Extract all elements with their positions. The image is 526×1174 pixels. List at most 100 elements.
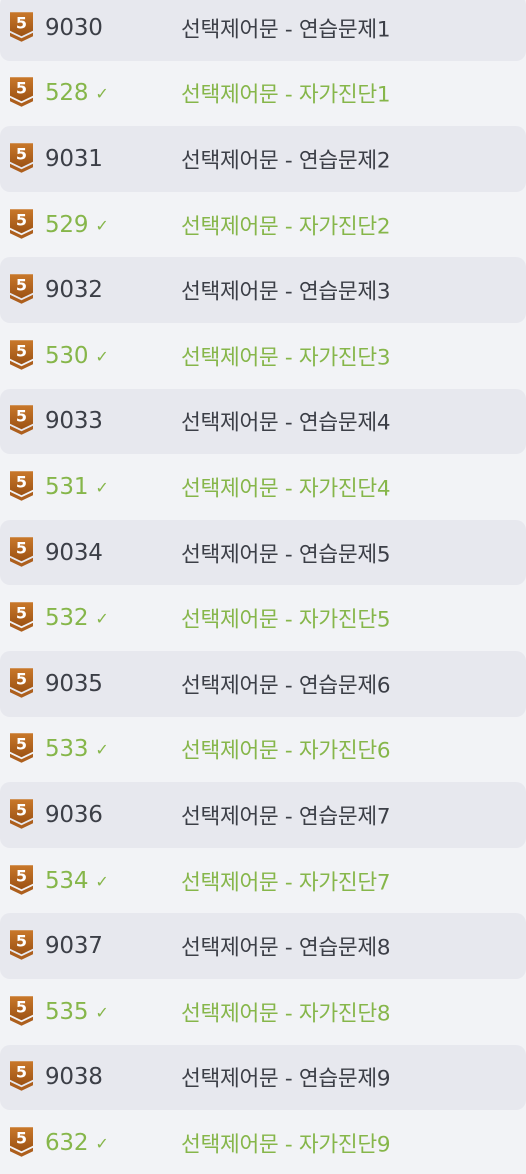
tier-badge-icon: 5 <box>8 535 35 567</box>
tier-badge-icon: 5 <box>8 76 35 108</box>
problem-row-9038[interactable]: 5 9038 선택제어문 - 연습문제9 <box>0 1044 526 1111</box>
svg-text:5: 5 <box>16 801 27 820</box>
problem-row-533[interactable]: 5 533 ✓ 선택제어문 - 자가진단6 <box>0 717 526 783</box>
tier-badge-icon: 5 <box>8 929 35 961</box>
problem-title[interactable]: 선택제어문 - 연습문제4 <box>181 410 391 436</box>
problem-row-528[interactable]: 5 528 ✓ 선택제어문 - 자가진단1 <box>0 61 526 127</box>
problem-number-text[interactable]: 9037 <box>45 933 103 960</box>
problem-title[interactable]: 선택제어문 - 자가진단3 <box>181 345 391 371</box>
svg-text:5: 5 <box>16 604 27 623</box>
svg-text:5: 5 <box>16 79 27 98</box>
problem-number[interactable]: 535 ✓ <box>45 999 109 1025</box>
problem-title[interactable]: 선택제어문 - 연습문제3 <box>181 279 391 305</box>
problem-number-text[interactable]: 534 <box>45 867 89 894</box>
problem-number[interactable]: 9033 <box>45 408 103 434</box>
problem-row-531[interactable]: 5 531 ✓ 선택제어문 - 자가진단4 <box>0 454 526 520</box>
tier-badge-icon: 5 <box>8 1126 35 1158</box>
problem-row-9035[interactable]: 5 9035 선택제어문 - 연습문제6 <box>0 650 526 717</box>
problem-row-529[interactable]: 5 529 ✓ 선택제어문 - 자가진단2 <box>0 192 526 258</box>
problem-title[interactable]: 선택제어문 - 연습문제2 <box>181 148 391 174</box>
problem-title[interactable]: 선택제어문 - 자가진단1 <box>181 82 391 108</box>
problem-number-text[interactable]: 529 <box>45 211 89 238</box>
problem-title[interactable]: 선택제어문 - 연습문제7 <box>181 804 391 830</box>
problem-number-text[interactable]: 533 <box>45 736 89 763</box>
problem-number-text[interactable]: 9031 <box>45 145 103 172</box>
problem-number[interactable]: 9032 <box>45 277 103 303</box>
tier-badge-icon: 5 <box>8 11 35 43</box>
problem-number[interactable]: 531 ✓ <box>45 474 109 500</box>
problem-number-text[interactable]: 528 <box>45 80 89 107</box>
tier-badge-icon: 5 <box>8 142 35 174</box>
problem-title[interactable]: 선택제어문 - 자가진단4 <box>181 476 391 502</box>
svg-text:5: 5 <box>16 1129 27 1148</box>
problem-row-632[interactable]: 5 632 ✓ 선택제어문 - 자가진단9 <box>0 1110 526 1174</box>
problem-number[interactable]: 632 ✓ <box>45 1130 109 1156</box>
problem-title[interactable]: 선택제어문 - 자가진단5 <box>181 607 391 633</box>
problem-row-9031[interactable]: 5 9031 선택제어문 - 연습문제2 <box>0 126 526 192</box>
problem-title[interactable]: 선택제어문 - 자가진단6 <box>181 738 391 764</box>
problem-title[interactable]: 선택제어문 - 연습문제6 <box>181 673 391 699</box>
svg-text:5: 5 <box>16 473 27 492</box>
svg-text:5: 5 <box>16 341 27 360</box>
problem-row-9030[interactable]: 5 9030 선택제어문 - 연습문제1 <box>0 0 526 61</box>
problem-number-text[interactable]: 9034 <box>45 539 103 566</box>
problem-row-9037[interactable]: 5 9037 선택제어문 - 연습문제8 <box>0 913 526 979</box>
problem-row-534[interactable]: 5 534 ✓ 선택제어문 - 자가진단7 <box>0 848 526 914</box>
problem-row-530[interactable]: 5 530 ✓ 선택제어문 - 자가진단3 <box>0 323 526 389</box>
problem-number-text[interactable]: 9035 <box>45 670 103 697</box>
problem-number[interactable]: 532 ✓ <box>45 605 109 631</box>
problem-number[interactable]: 9035 <box>45 671 103 697</box>
problem-number-text[interactable]: 535 <box>45 998 89 1025</box>
problem-title[interactable]: 선택제어문 - 연습문제1 <box>181 17 391 43</box>
problem-number[interactable]: 9036 <box>45 802 103 828</box>
problem-number[interactable]: 530 ✓ <box>45 343 109 369</box>
problem-title[interactable]: 선택제어문 - 연습문제8 <box>181 935 391 961</box>
tier-badge-icon: 5 <box>8 338 35 370</box>
problem-number-text[interactable]: 531 <box>45 473 89 500</box>
problem-row-9036[interactable]: 5 9036 선택제어문 - 연습문제7 <box>0 782 526 848</box>
problem-number[interactable]: 9037 <box>45 933 103 959</box>
problem-number-text[interactable]: 9038 <box>45 1064 103 1091</box>
problem-number[interactable]: 9034 <box>45 540 103 566</box>
problem-number-text[interactable]: 632 <box>45 1129 89 1156</box>
tier-badge-icon: 5 <box>8 470 35 502</box>
problem-row-9033[interactable]: 5 9033 선택제어문 - 연습문제4 <box>0 388 526 455</box>
svg-text:5: 5 <box>16 669 27 688</box>
problem-number[interactable]: 534 ✓ <box>45 868 109 894</box>
problem-number[interactable]: 529 ✓ <box>45 212 109 238</box>
problem-number-text[interactable]: 9036 <box>45 801 103 828</box>
solved-check-icon: ✓ <box>95 1133 109 1153</box>
problem-row-535[interactable]: 5 535 ✓ 선택제어문 - 자가진단8 <box>0 979 526 1045</box>
svg-text:5: 5 <box>16 735 27 754</box>
problem-number[interactable]: 533 ✓ <box>45 736 109 762</box>
problem-row-9034[interactable]: 5 9034 선택제어문 - 연습문제5 <box>0 519 526 586</box>
problem-number-text[interactable]: 9032 <box>45 277 103 304</box>
svg-text:5: 5 <box>16 1063 27 1082</box>
problem-number[interactable]: 9030 <box>45 15 103 41</box>
tier-badge-icon: 5 <box>8 1060 35 1092</box>
solved-check-icon: ✓ <box>95 740 109 760</box>
svg-text:5: 5 <box>16 866 27 885</box>
problem-title[interactable]: 선택제어문 - 자가진단2 <box>181 214 391 240</box>
problem-title[interactable]: 선택제어문 - 자가진단9 <box>181 1132 391 1158</box>
svg-text:5: 5 <box>16 538 27 557</box>
svg-text:5: 5 <box>16 145 27 164</box>
solved-check-icon: ✓ <box>95 609 109 629</box>
problem-number[interactable]: 9031 <box>45 146 103 172</box>
solved-check-icon: ✓ <box>95 84 109 104</box>
solved-check-icon: ✓ <box>95 346 109 366</box>
problem-title[interactable]: 선택제어문 - 자가진단8 <box>181 1001 391 1027</box>
problem-number-text[interactable]: 9033 <box>45 408 103 435</box>
problem-number[interactable]: 528 ✓ <box>45 80 109 106</box>
problem-number-text[interactable]: 532 <box>45 605 89 632</box>
problem-title[interactable]: 선택제어문 - 연습문제9 <box>181 1066 391 1092</box>
problem-number-text[interactable]: 530 <box>45 342 89 369</box>
solved-check-icon: ✓ <box>95 1002 109 1022</box>
problem-number-text[interactable]: 9030 <box>45 14 103 41</box>
problem-title[interactable]: 선택제어문 - 연습문제5 <box>181 542 391 568</box>
problem-title[interactable]: 선택제어문 - 자가진단7 <box>181 870 391 896</box>
problem-row-9032[interactable]: 5 9032 선택제어문 - 연습문제3 <box>0 257 526 323</box>
tier-badge-icon: 5 <box>8 863 35 895</box>
problem-row-532[interactable]: 5 532 ✓ 선택제어문 - 자가진단5 <box>0 585 526 651</box>
problem-number[interactable]: 9038 <box>45 1064 103 1090</box>
